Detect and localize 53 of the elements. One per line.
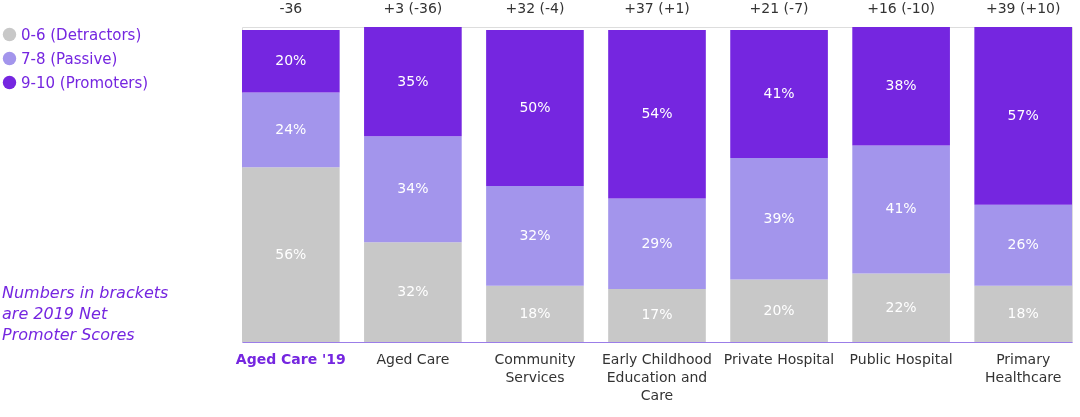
legend-label: 0-6 (Detractors) — [21, 25, 142, 44]
x-tick-label: Public Hospital — [849, 350, 953, 367]
bar — [486, 285, 584, 342]
bar — [486, 30, 584, 187]
x-tick-label: Early Childhood Education and Care — [601, 350, 713, 403]
bar — [242, 167, 340, 342]
text: Numbers in brackets are 2019 Net Promoter Scores — [2, 283, 169, 344]
data-label: 50% — [519, 99, 551, 116]
bar — [486, 186, 584, 286]
data-label: 54% — [641, 105, 673, 122]
data-label: 39% — [763, 209, 795, 226]
data-label: 41% — [763, 85, 795, 102]
bar — [364, 242, 462, 342]
data-label: 38% — [885, 77, 917, 94]
x-tick-label: Community Services — [494, 350, 576, 385]
text: +3 (-36) — [383, 0, 443, 16]
bar — [242, 30, 340, 93]
bar — [974, 27, 1072, 205]
bar — [852, 145, 950, 274]
text: +16 (-10) — [867, 0, 936, 16]
text: +32 (-4) — [505, 0, 565, 16]
text: +39 (+10) — [985, 0, 1061, 16]
data-label: 57% — [1007, 106, 1039, 123]
bar — [364, 27, 462, 137]
text: -36 — [279, 0, 303, 16]
bar — [364, 136, 462, 243]
legend-label: 9-10 (Promoters) — [21, 73, 149, 92]
data-label: 35% — [397, 72, 429, 89]
data-label: 20% — [275, 52, 307, 69]
bar — [852, 273, 950, 342]
x-tick-label: Primary Healthcare — [985, 350, 1062, 385]
bar — [730, 157, 828, 280]
bar — [608, 198, 706, 289]
bar — [852, 27, 950, 146]
x-tick-label: Aged Care — [376, 350, 450, 367]
data-label: 34% — [397, 180, 429, 197]
legend-label: 7-8 (Passive) — [21, 49, 118, 68]
text: +37 (+1) — [624, 0, 690, 16]
bar — [730, 279, 828, 342]
bar — [974, 204, 1072, 286]
bar — [242, 92, 340, 168]
x-tick-label: Private Hospital — [723, 350, 835, 367]
bar — [608, 288, 706, 342]
text: +21 (-7) — [749, 0, 809, 16]
data-label: 24% — [275, 120, 307, 137]
x-tick-label: Aged Care '19 — [235, 350, 346, 367]
data-label: 29% — [641, 234, 673, 251]
data-label: 26% — [1007, 236, 1039, 253]
data-label: 32% — [519, 226, 551, 243]
bar — [608, 30, 706, 199]
bar — [730, 30, 828, 158]
data-label: 41% — [885, 200, 917, 217]
bar — [974, 285, 1072, 342]
